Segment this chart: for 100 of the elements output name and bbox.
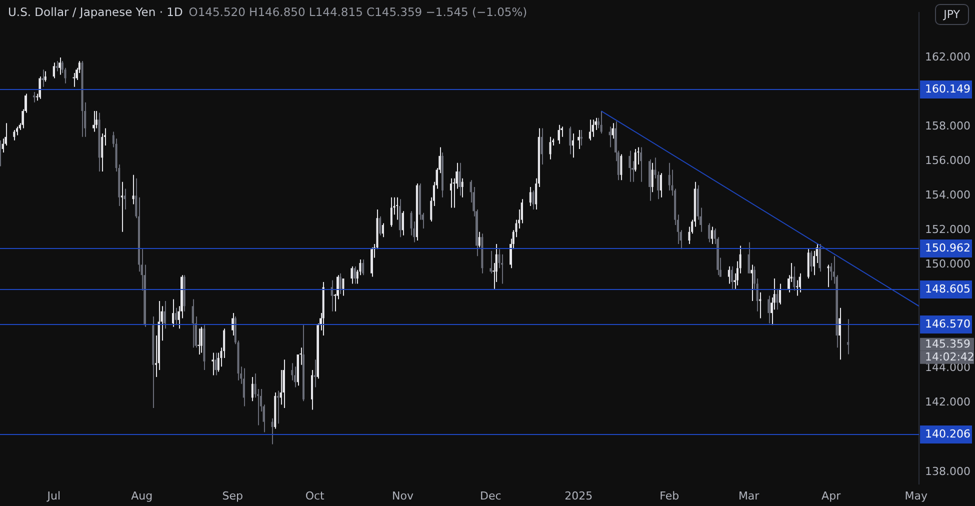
candlestick [101,132,104,172]
candlestick [200,326,202,354]
ref-line-label: 140.206 [925,427,970,440]
chart-subtitle: O145.520 H146.850 L144.815 C145.359 −1.545 (−1.05%) [188,5,528,19]
candlestick [529,186,532,206]
candlestick [776,288,778,310]
candlestick [540,128,543,166]
candlestick [291,362,294,381]
y-tick-label: 142.000 [925,396,970,409]
x-tick-label: Feb [660,489,680,502]
candlestick [748,242,750,274]
candlestick [830,262,832,281]
x-tick-label: Sep [222,489,243,502]
y-tick-label: 154.000 [925,188,970,202]
x-tick-label: Mar [738,489,760,502]
candlestick [396,196,398,220]
candlestick [588,119,591,141]
candlestick [710,226,713,244]
ref-line-label: 160.149 [925,82,970,96]
candlestick [612,122,614,140]
candlestick [572,132,574,158]
candlestick [44,70,46,82]
y-tick-label: 150.000 [925,258,970,271]
candlestick [382,222,384,238]
ref-line-label: 150.962 [925,241,970,254]
candlestick [42,69,44,88]
y-tick-label: 138.000 [925,464,970,478]
x-tick-label: Aug [131,489,153,502]
candlestick [651,162,654,193]
x-tick-label: Jul [46,489,61,502]
candlestick [172,298,174,328]
y-axis-title: JPY [934,4,969,25]
candlestick [628,150,631,182]
candlestick [379,216,382,236]
candlestick [214,352,217,376]
candlestick [2,138,4,153]
candlestick [796,280,798,296]
y-tick-label: 162.000 [925,50,970,64]
candlestick [52,62,55,79]
x-tick-label: Oct [305,489,326,502]
candlestick [192,298,194,348]
candlestick [558,124,560,144]
candlestick [461,178,464,198]
candlestick [768,295,770,324]
candlestick [827,264,830,288]
candlestick [300,347,302,366]
candlestick [390,196,392,228]
candlestick [549,136,552,160]
candlestick [458,162,461,196]
candlestick [342,278,344,296]
candlestick [280,370,282,406]
candlestick [490,250,492,274]
candlestick [569,126,572,155]
ref-line-label: 146.570 [925,317,970,330]
x-tick-label: May [904,489,928,502]
x-tick-label: Nov [392,489,414,502]
x-tick-label: Apr [822,489,842,502]
candlestick [478,231,480,248]
candlestick [132,174,134,205]
candlestick [242,368,245,407]
candlestick [95,110,98,129]
candlestick [708,222,710,243]
candlestick [92,110,95,132]
candlestick [370,246,373,278]
x-tick-label: Dec [480,489,502,502]
candlestick [620,154,622,181]
candlestick [847,318,850,355]
y-tick-label: 156.000 [925,154,970,167]
candlestick [72,72,75,88]
candlestick [759,292,762,319]
candlestick [163,300,166,330]
candlestick [330,280,333,312]
y-tick-label: 152.000 [925,223,970,236]
candlestick [810,250,812,272]
candlestick [838,307,841,360]
candlestick [124,188,126,210]
candlestick [174,307,177,326]
candlestick [634,148,636,172]
candlestick [402,210,404,236]
candlestick [350,266,353,284]
candlestick [793,266,796,292]
candlestick [354,266,356,284]
candlestick [38,76,41,100]
text: 14:02:42 [925,350,974,364]
candlestick [498,248,500,269]
candlestick [660,172,662,198]
candlestick [120,181,123,232]
candlestick [314,359,316,388]
candlestick [339,272,342,295]
candlestick [450,178,452,208]
candlestick [608,126,611,148]
ref-line-label: 148.605 [925,282,970,296]
candlestick [13,130,16,141]
candlestick [750,264,753,302]
candlestick [813,250,816,276]
candlestick [532,190,534,210]
candlestick [600,110,602,134]
candlestick [251,376,254,402]
candlestick [232,312,234,336]
candlestick [294,366,296,388]
